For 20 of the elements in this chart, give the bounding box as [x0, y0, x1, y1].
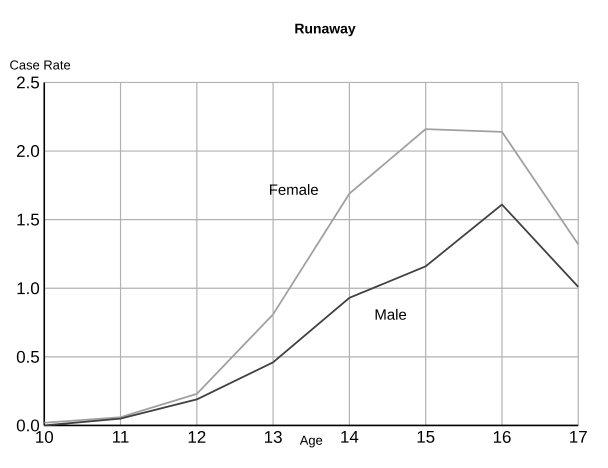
y-tick-label: 1.5	[17, 214, 40, 226]
line-series	[43, 128, 580, 424]
chart-title: Runaway	[295, 24, 356, 36]
x-tick-label: 16	[494, 430, 511, 443]
x-tick-label: 11	[113, 430, 129, 443]
x-tick-label: 15	[418, 430, 434, 443]
y-tick-label: 2.5	[17, 76, 40, 88]
x-tick-label: 13	[264, 430, 282, 443]
y-tick-label: 2.0	[17, 145, 40, 158]
x-tick-label: 12	[188, 430, 206, 443]
x-tick-label: 14	[341, 430, 358, 443]
y-tick-label: 1.0	[17, 282, 40, 294]
series-label: Female	[270, 184, 318, 195]
series-label: Male	[376, 308, 406, 320]
x-tick-label: 10	[36, 430, 54, 443]
y-tick-label: 0.5	[16, 350, 40, 363]
x-axis-title: Age	[300, 436, 322, 448]
x-tick-label: 17	[570, 430, 587, 443]
y-tick-label: 0.0	[16, 419, 40, 432]
y-axis-title: Case Rate	[10, 60, 70, 70]
